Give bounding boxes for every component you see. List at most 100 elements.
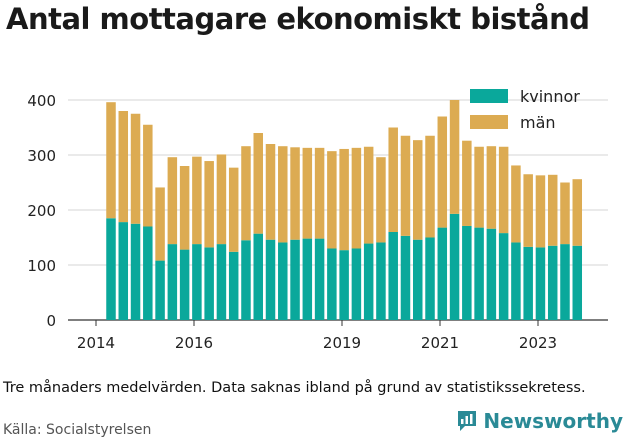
bar-kvinnor <box>143 226 153 320</box>
bars <box>106 100 583 320</box>
bar-man <box>265 144 276 240</box>
bar-kvinnor <box>253 233 263 320</box>
bar-kvinnor <box>486 228 497 320</box>
bar-kvinnor <box>413 239 423 320</box>
chart-title: Antal mottagare ekonomiskt bistånd <box>6 2 590 36</box>
bar-man <box>106 102 116 219</box>
x-tick-label: 2021 <box>421 334 459 352</box>
bar-man <box>535 175 546 248</box>
bar-kvinnor <box>572 245 583 320</box>
x-tick-label: 2014 <box>77 334 115 352</box>
bar-kvinnor <box>192 244 202 320</box>
bar-kvinnor <box>388 232 398 320</box>
newsworthy-brand[interactable]: Newsworthy <box>456 409 623 433</box>
bar-kvinnor <box>265 239 276 320</box>
bar-man <box>130 113 141 224</box>
bar-kvinnor <box>498 233 509 320</box>
bar-man <box>486 146 497 229</box>
footnote: Tre månaders medelvärden. Data saknas ib… <box>3 380 586 396</box>
bar-man <box>523 174 533 247</box>
bar-man <box>314 147 325 239</box>
bar-man <box>228 167 239 252</box>
bar-man <box>302 147 313 239</box>
bar-man <box>498 146 509 234</box>
x-tick-label: 2023 <box>519 334 557 352</box>
bar-man <box>425 135 435 238</box>
bar-man <box>474 146 484 228</box>
legend: kvinnor män <box>470 87 580 132</box>
bar-kvinnor <box>179 249 190 320</box>
bar-man <box>192 156 202 245</box>
bar-man <box>143 124 153 227</box>
brand-name: Newsworthy <box>483 409 623 433</box>
bar-kvinnor <box>278 242 288 320</box>
bar-kvinnor <box>241 240 251 320</box>
bar-man <box>241 146 251 241</box>
x-tick-label: 2019 <box>323 334 361 352</box>
bar-man <box>278 146 288 243</box>
bar-man <box>253 133 263 234</box>
bar-kvinnor <box>511 242 521 320</box>
bar-kvinnor <box>106 218 116 320</box>
legend-label: kvinnor <box>520 87 580 106</box>
y-tick-label: 300 <box>27 147 56 165</box>
bar-kvinnor <box>376 242 386 320</box>
bar-man <box>572 179 583 246</box>
bar-kvinnor <box>425 237 435 320</box>
bar-man <box>547 174 558 246</box>
bar-man <box>560 182 570 245</box>
bar-kvinnor <box>339 250 349 320</box>
y-tick-label: 200 <box>27 202 56 220</box>
bar-man <box>413 140 423 240</box>
bar-kvinnor <box>535 247 546 320</box>
bar-man <box>462 140 472 226</box>
bar-kvinnor <box>155 260 165 320</box>
bar-kvinnor <box>130 223 141 320</box>
bar-kvinnor <box>167 244 178 320</box>
x-axis-ticks: 2014 2016 2019 2021 2023 <box>77 320 557 352</box>
bar-man <box>437 116 448 228</box>
bar-kvinnor <box>290 239 300 320</box>
bar-kvinnor <box>547 245 558 320</box>
bar-kvinnor <box>118 222 129 320</box>
bar-kvinnor <box>302 238 313 320</box>
bar-man <box>118 111 129 223</box>
y-axis-ticks: 0 100 200 300 400 <box>27 92 56 330</box>
legend-label: män <box>520 113 556 132</box>
bar-kvinnor <box>216 244 227 320</box>
bar-man <box>290 147 300 240</box>
bar-man <box>376 157 386 243</box>
y-tick-label: 100 <box>27 257 56 275</box>
legend-swatch <box>470 115 508 129</box>
bar-man <box>400 135 411 236</box>
y-tick-label: 0 <box>46 312 56 330</box>
bar-man <box>327 151 337 249</box>
bar-kvinnor <box>400 235 411 320</box>
bar-man <box>363 146 374 244</box>
bar-man <box>339 148 349 251</box>
bar-kvinnor <box>363 243 374 320</box>
bar-kvinnor <box>228 251 239 320</box>
bar-man <box>167 157 178 245</box>
bar-man <box>511 165 521 243</box>
newsworthy-logo-icon <box>458 411 477 431</box>
bar-man <box>449 100 460 214</box>
bar-kvinnor <box>523 246 533 320</box>
bar-kvinnor <box>314 238 325 320</box>
legend-swatch <box>470 89 508 103</box>
source-label: Källa: Socialstyrelsen <box>3 422 152 438</box>
bar-man <box>155 187 165 261</box>
bar-kvinnor <box>474 227 484 320</box>
bar-kvinnor <box>449 213 460 320</box>
bar-man <box>351 147 362 249</box>
bar-kvinnor <box>351 248 362 320</box>
bar-kvinnor <box>462 225 472 320</box>
bar-kvinnor <box>437 227 448 320</box>
x-tick-label: 2016 <box>175 334 213 352</box>
bar-kvinnor <box>560 244 570 320</box>
bar-kvinnor <box>327 248 337 320</box>
bar-man <box>179 166 190 250</box>
bar-kvinnor <box>204 247 214 320</box>
bar-man <box>204 161 214 248</box>
bar-man <box>216 154 227 245</box>
